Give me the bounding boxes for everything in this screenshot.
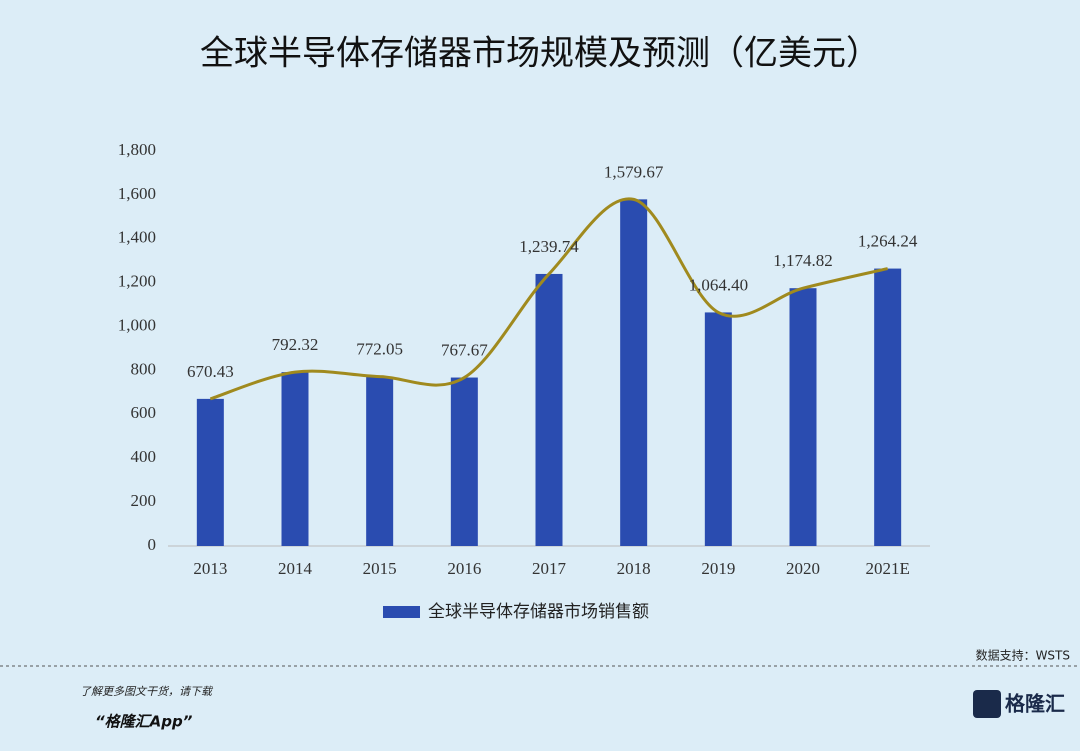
x-tick-label: 2021E [865, 559, 909, 578]
bar [366, 376, 394, 546]
bar [704, 312, 732, 546]
x-tick-label: 2016 [447, 559, 481, 578]
bar [620, 199, 648, 546]
x-tick-label: 2020 [786, 559, 820, 578]
y-tick-label: 1,200 [118, 272, 156, 291]
value-label: 670.43 [187, 362, 234, 381]
value-label: 1,264.24 [858, 231, 918, 250]
bar [196, 398, 224, 546]
y-tick-label: 0 [148, 535, 157, 554]
footer-app: “格隆汇App” [95, 713, 193, 731]
value-label: 1,239.74 [519, 237, 579, 256]
value-label: 1,579.67 [604, 162, 664, 181]
y-tick-label: 800 [131, 359, 157, 378]
y-tick-label: 1,600 [118, 184, 156, 203]
y-tick-label: 1,800 [118, 140, 156, 159]
bar [535, 273, 563, 546]
x-tick-label: 2014 [278, 559, 313, 578]
bar [789, 288, 817, 546]
x-tick-label: 2013 [193, 559, 227, 578]
value-label: 792.32 [272, 335, 319, 354]
bar [281, 372, 309, 546]
y-tick-label: 200 [131, 491, 157, 510]
source: 数据支持：WSTS [976, 648, 1070, 663]
bar [874, 268, 902, 546]
logo-icon [973, 690, 1001, 718]
x-tick-label: 2017 [532, 559, 567, 578]
legend-swatch [383, 606, 420, 618]
value-label: 1,174.82 [773, 251, 833, 270]
value-label: 1,064.40 [689, 275, 749, 294]
value-label: 767.67 [441, 340, 488, 359]
chart-title: 全球半导体存储器市场规模及预测（亿美元） [200, 34, 880, 74]
value-label: 772.05 [356, 339, 403, 358]
x-tick-label: 2019 [701, 559, 735, 578]
y-tick-label: 600 [131, 403, 157, 422]
y-tick-label: 1,000 [118, 315, 156, 334]
y-tick-label: 400 [131, 447, 157, 466]
y-tick-label: 1,400 [118, 228, 156, 247]
trend-line [209, 197, 889, 401]
bar [450, 377, 478, 546]
x-tick-label: 2015 [363, 559, 397, 578]
legend-label: 全球半导体存储器市场销售额 [428, 602, 649, 622]
x-tick-label: 2018 [617, 559, 651, 578]
footer-text: 了解更多图文干货，请下载 [80, 685, 214, 698]
logo-text: 格隆汇 [1005, 692, 1065, 716]
